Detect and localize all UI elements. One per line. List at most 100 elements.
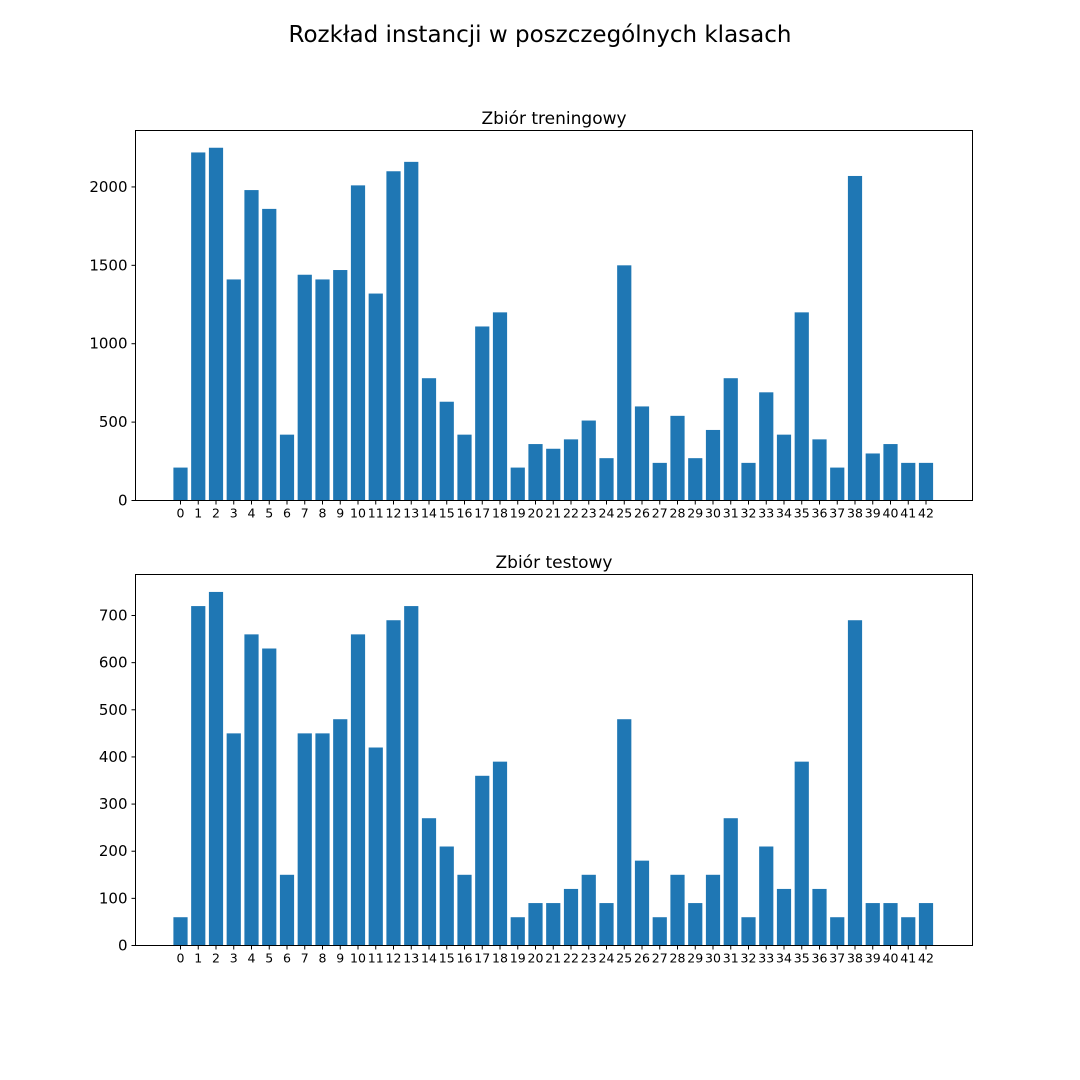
chart-test-x-tick-label: 42 (918, 951, 934, 966)
chart-test-y-tick-label: 300 (99, 795, 128, 813)
chart-test-x-tick-label: 27 (652, 951, 668, 966)
chart-training-bar-11 (368, 293, 383, 501)
chart-training-bar-28 (670, 415, 685, 501)
chart-training-x-tick-label: 8 (319, 506, 327, 521)
chart-training-bar-15 (439, 401, 454, 501)
chart-training-x-tick-label: 1 (194, 506, 202, 521)
chart-test-bar-22 (563, 888, 579, 946)
chart-training-y-tick-label: 2000 (89, 178, 127, 196)
chart-test-bar-23 (581, 874, 596, 946)
chart-test-bar-38 (847, 620, 863, 946)
chart-training-x-tick-label: 34 (776, 506, 792, 521)
chart-test-y-axis: 0 100 200 300 400 500 600 700 (99, 607, 136, 955)
chart-training-bar-5 (262, 208, 277, 501)
chart-training-bar-32 (741, 462, 756, 501)
chart-test-x-tick-label: 6 (283, 951, 291, 966)
chart-test-x-tick-label: 28 (670, 951, 686, 966)
chart-training-bar-37 (830, 467, 845, 501)
chart-training-bar-34 (776, 434, 792, 501)
chart-test-x-tick-label: 16 (457, 951, 473, 966)
chart-test-x-tick-label: 17 (474, 951, 490, 966)
chart-test-x-tick-label: 30 (705, 951, 721, 966)
chart-training-title: Zbiór treningowy (481, 109, 626, 129)
chart-training-x-axis: 0 1 2 3 4 5 6 7 8 9 10 11 12 13 14 15 16 17 18 19 20 21 22 23 24… (177, 500, 934, 521)
chart-test-bar-42 (918, 903, 934, 946)
chart-training-x-tick-label: 17 (474, 506, 490, 521)
chart-test-x-tick-label: 10 (350, 951, 366, 966)
chart-training-bar-13 (404, 161, 419, 501)
chart-test-bar-6 (279, 874, 295, 946)
chart-training-bar-1 (191, 152, 206, 501)
chart-test-bar-41 (901, 917, 916, 946)
chart-training-bar-6 (279, 434, 295, 501)
chart-test-bar-10 (350, 634, 366, 946)
chart-test-x-tick-label: 4 (248, 951, 256, 966)
chart-training-bar-0 (173, 467, 188, 501)
chart-training-x-tick-label: 23 (581, 506, 597, 521)
chart-test-x-tick-label: 21 (545, 951, 561, 966)
chart-training-x-tick-label: 38 (847, 506, 863, 521)
chart-test-x-tick-label: 13 (403, 951, 419, 966)
chart-test-bar-35 (794, 761, 809, 946)
chart-test-x-tick-label: 38 (847, 951, 863, 966)
chart-test-bar-31 (723, 818, 738, 946)
chart-training-bar-10 (350, 185, 366, 501)
chart-test-x-tick-label: 2 (212, 951, 220, 966)
chart-training-bar-31 (723, 378, 738, 501)
chart-test-bar-5 (262, 648, 277, 946)
chart-test-bar-26 (634, 860, 650, 946)
chart-test-x-tick-label: 33 (758, 951, 774, 966)
chart-test-x-tick-label: 35 (794, 951, 810, 966)
chart-training-x-tick-label: 29 (687, 506, 703, 521)
chart-test-bar-32 (741, 917, 756, 946)
chart-test-x-tick-label: 40 (883, 951, 899, 966)
chart-training-x-tick-label: 18 (492, 506, 508, 521)
chart-training-x-tick-label: 33 (758, 506, 774, 521)
chart-test-x-tick-label: 29 (687, 951, 703, 966)
chart-test-x-tick-label: 20 (528, 951, 544, 966)
chart-training-bar-26 (634, 406, 650, 501)
chart-training-bar-21 (546, 448, 561, 501)
chart-training-bar-19 (510, 467, 525, 501)
chart-test-x-tick-label: 31 (723, 951, 739, 966)
chart-training-bar-39 (865, 453, 880, 501)
chart-test-x-tick-label: 24 (599, 951, 615, 966)
chart-training-bar-30 (705, 429, 721, 501)
chart-training-x-tick-label: 19 (510, 506, 526, 521)
chart-training-y-tick-label: 500 (99, 413, 128, 431)
chart-test-bar-7 (297, 733, 312, 946)
chart-training-x-tick-label: 4 (248, 506, 256, 521)
chart-test-x-tick-label: 37 (829, 951, 845, 966)
chart-training-x-tick-label: 35 (794, 506, 810, 521)
chart-test-x-tick-label: 11 (368, 951, 384, 966)
chart-test-x-tick-label: 25 (616, 951, 632, 966)
chart-training-x-tick-label: 2 (212, 506, 220, 521)
chart-training-x-tick-label: 42 (918, 506, 934, 521)
chart-test-bar-36 (812, 888, 827, 946)
chart-test-bar-20 (528, 903, 543, 946)
chart-test-y-tick-label: 0 (118, 937, 128, 955)
chart-training-bar-27 (652, 462, 667, 501)
chart-test-x-tick-label: 34 (776, 951, 792, 966)
chart-test-bar-9 (333, 719, 348, 946)
chart-training-bar-41 (901, 462, 916, 501)
chart-training-x-tick-label: 36 (812, 506, 828, 521)
chart-training-x-tick-label: 31 (723, 506, 739, 521)
chart-training-x-tick-label: 16 (457, 506, 473, 521)
chart-training-bar-23 (581, 420, 596, 501)
chart-test-bar-8 (315, 733, 330, 946)
chart-training-bar-22 (563, 439, 579, 501)
chart-test-x-tick-label: 0 (177, 951, 185, 966)
chart-training-x-tick-label: 20 (528, 506, 544, 521)
chart-test-bar-4 (244, 634, 259, 946)
chart-training-x-tick-label: 7 (301, 506, 309, 521)
chart-test-bar-27 (652, 917, 667, 946)
chart-training-y-axis: 0 500 1000 1500 2000 (89, 178, 136, 510)
chart-training-x-tick-label: 32 (741, 506, 757, 521)
chart-training-bar-42 (918, 462, 934, 501)
chart-test-bar-28 (670, 874, 685, 946)
chart-test-bar-13 (404, 606, 419, 946)
chart-test-bar-12 (386, 620, 401, 946)
